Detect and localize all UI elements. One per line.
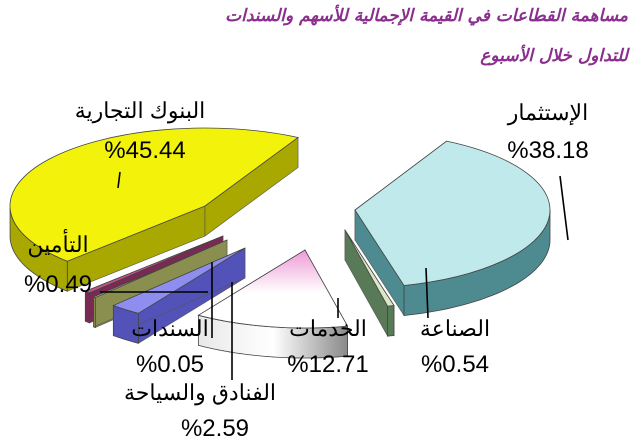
slice-top [197,249,349,329]
slices-layer [9,127,551,359]
slice-value-label: %12.71 [287,351,368,378]
slice-top [344,229,395,307]
chart-title-line2: للتداول خلال الأسبوع [480,46,628,66]
slice-side [387,305,395,337]
slice-value-label: %38.18 [507,137,588,164]
slice-top [354,140,551,286]
slice-value-label: %2.59 [181,415,249,442]
slice-label: الصناعة [420,316,490,341]
slice-top [92,239,228,298]
slice-label: الإستثمار [507,100,588,126]
slice-label: السندات [131,316,208,341]
slice-label: التأمين [27,228,88,258]
slice-top [9,127,300,262]
slice-label: الفنادق والسياحة [124,380,276,406]
slice-1 [344,228,395,338]
slice-value-label: %0.49 [24,271,92,298]
slice-2 [197,248,349,359]
chart-title-line1: مساهمة القطاعات في القيمة الإجمالية للأس… [225,6,628,26]
slice-side [93,296,96,329]
slice-0 [354,140,551,317]
slice-top [84,235,224,294]
leader-line [425,267,429,319]
slice-value-label: %45.44 [104,137,185,164]
slice-value-label: %0.54 [421,351,489,378]
slice-6 [9,127,300,292]
leader-lines [100,171,569,380]
leader-line [117,171,121,189]
slice-label: البنوك التجارية [75,98,206,124]
labels-layer: الإستثمار %38.18 الصناعة %0.54 الخدمات %12.71… [24,98,589,442]
leader-line [559,175,569,241]
slice-value-label: %0.05 [136,351,204,378]
slice-label: الخدمات [289,316,367,341]
